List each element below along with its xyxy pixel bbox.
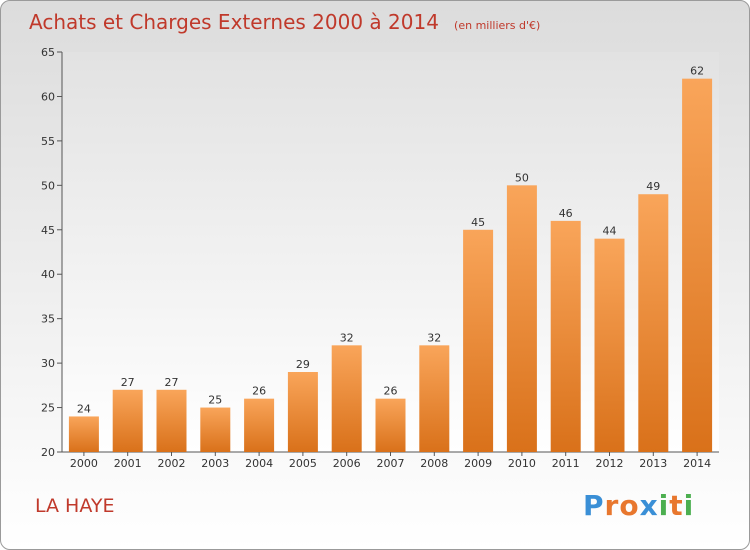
x-tick-label: 2011 bbox=[552, 457, 580, 470]
data-label: 26 bbox=[252, 385, 266, 398]
y-tick-label: 65 bbox=[41, 46, 55, 59]
bar bbox=[287, 372, 318, 452]
title-text: Achats et Charges Externes 2000 à 2014 bbox=[29, 10, 439, 34]
logo-letter: P bbox=[583, 489, 605, 522]
logo-letter: x bbox=[639, 489, 659, 522]
x-axis: 2000 2001 2002 2003 2004 2005 2006 2007 2008 2009… bbox=[62, 451, 719, 470]
y-tick-label: 35 bbox=[41, 313, 55, 326]
proxiti-logo: Proxiti bbox=[583, 489, 694, 522]
y-tick-label: 20 bbox=[41, 446, 55, 459]
y-axis: 20 25 30 35 40 45 50 55 60 65 bbox=[41, 46, 63, 459]
bar bbox=[638, 194, 669, 452]
data-label: 27 bbox=[121, 376, 135, 389]
x-tick-label: 2008 bbox=[420, 457, 448, 470]
x-tick-label: 2002 bbox=[158, 457, 186, 470]
x-tick-label: 2012 bbox=[596, 457, 624, 470]
y-tick-label: 30 bbox=[41, 357, 55, 370]
bar bbox=[375, 398, 406, 452]
x-tick-label: 2007 bbox=[377, 457, 405, 470]
bar bbox=[550, 220, 581, 452]
x-tick-label: 2004 bbox=[245, 457, 273, 470]
bar bbox=[419, 345, 450, 452]
data-label: 45 bbox=[471, 216, 485, 229]
x-tick-label: 2014 bbox=[683, 457, 711, 470]
data-label: 32 bbox=[340, 331, 354, 344]
bar bbox=[594, 238, 625, 452]
bar bbox=[68, 416, 99, 452]
logo-letter: r bbox=[604, 489, 620, 522]
bars: 24 27 27 25 26 29 32 26 32 45 50 46 44 49 62 bbox=[68, 65, 713, 453]
x-tick-label: 2009 bbox=[464, 457, 492, 470]
x-tick-label: 2001 bbox=[114, 457, 142, 470]
data-label: 26 bbox=[384, 385, 398, 398]
bar bbox=[331, 345, 362, 452]
data-label: 24 bbox=[77, 402, 91, 415]
logo-letter: i bbox=[658, 489, 670, 522]
x-tick-label: 2003 bbox=[201, 457, 229, 470]
x-tick-label: 2010 bbox=[508, 457, 536, 470]
logo-letter: i bbox=[683, 489, 695, 522]
x-tick-label: 2005 bbox=[289, 457, 317, 470]
data-label: 27 bbox=[165, 376, 179, 389]
y-tick-label: 50 bbox=[41, 179, 55, 192]
bar bbox=[156, 389, 187, 452]
logo-letter: t bbox=[669, 489, 684, 522]
commune-name: LA HAYE bbox=[35, 495, 115, 517]
bar bbox=[506, 185, 537, 453]
y-tick-label: 45 bbox=[41, 224, 55, 237]
logo-letter: o bbox=[619, 489, 640, 522]
bar bbox=[200, 407, 231, 452]
data-label: 32 bbox=[427, 331, 441, 344]
bar bbox=[463, 229, 494, 452]
chart-title: Achats et Charges Externes 2000 à 2014 (… bbox=[29, 7, 540, 37]
bar bbox=[244, 398, 275, 452]
data-label: 49 bbox=[646, 180, 660, 193]
x-tick-label: 2013 bbox=[639, 457, 667, 470]
bar bbox=[112, 389, 143, 452]
x-tick-label: 2006 bbox=[333, 457, 361, 470]
unit-note: (en milliers d'€) bbox=[454, 19, 541, 32]
data-label: 46 bbox=[559, 207, 573, 220]
x-tick-label: 2000 bbox=[70, 457, 98, 470]
y-tick-label: 40 bbox=[41, 268, 55, 281]
data-label: 44 bbox=[603, 225, 617, 238]
data-label: 62 bbox=[690, 65, 704, 78]
y-tick-label: 55 bbox=[41, 135, 55, 148]
y-tick-label: 60 bbox=[41, 90, 55, 103]
bar bbox=[682, 78, 713, 453]
y-tick-label: 25 bbox=[41, 402, 55, 415]
data-label: 25 bbox=[208, 394, 222, 407]
data-label: 50 bbox=[515, 171, 529, 184]
data-label: 29 bbox=[296, 358, 310, 371]
